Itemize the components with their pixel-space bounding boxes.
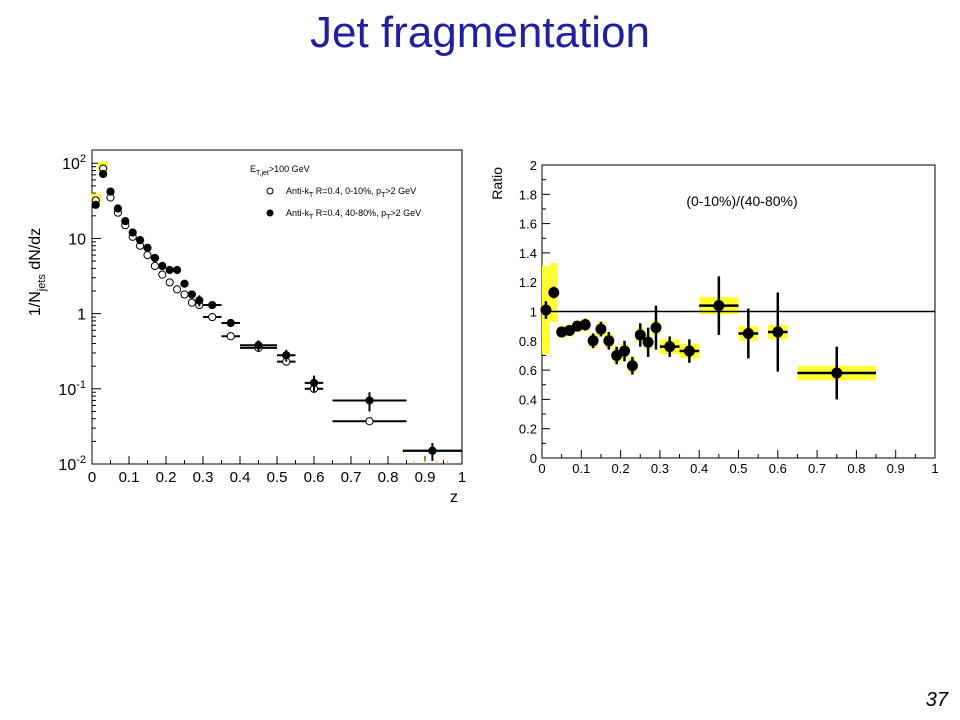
x-tick-label: 1 — [931, 461, 938, 476]
x-tick-label: 0.2 — [612, 461, 630, 476]
data-point-open — [208, 312, 217, 322]
x-tick-label: 0.7 — [808, 461, 826, 476]
x-tick-label: 0 — [88, 469, 96, 486]
data-point-filled — [428, 446, 437, 455]
legend-marker — [266, 209, 274, 217]
x-tick-label: 0.3 — [193, 469, 214, 486]
x-tick-label: 0.9 — [415, 469, 436, 486]
y-tick-label: 1.4 — [519, 246, 537, 261]
data-point — [831, 367, 843, 379]
ratio-annotation: (0-10%)/(40-80%) — [686, 193, 797, 209]
y-tick-label: 1.8 — [519, 187, 537, 202]
data-point-filled — [254, 341, 263, 350]
y-tick-label: 1 — [530, 305, 537, 320]
x-tick-label: 0.7 — [341, 469, 362, 486]
data-point-filled — [128, 228, 137, 237]
y-tick-label: 10 — [68, 231, 86, 248]
y-tick-label: 0.4 — [519, 392, 537, 407]
x-tick-label: 0.5 — [267, 469, 288, 486]
data-point-open — [165, 278, 174, 287]
data-point — [595, 323, 607, 335]
data-point — [772, 326, 784, 338]
data-point-filled — [106, 187, 115, 196]
x-tick-label: 0.4 — [230, 469, 251, 486]
y-tick-label: 0.6 — [519, 363, 537, 378]
data-point-filled — [309, 378, 319, 387]
data-point — [579, 319, 591, 331]
data-point — [642, 336, 654, 348]
y-tick-label: 102 — [62, 153, 86, 173]
data-point — [548, 286, 560, 298]
data-point-filled — [187, 290, 196, 299]
y-tick-label: 0 — [530, 451, 537, 466]
x-tick-label: 0 — [538, 461, 545, 476]
y-tick-label: 1.2 — [519, 275, 537, 290]
data-point-filled — [136, 236, 145, 245]
data-point-filled — [282, 351, 291, 360]
data-point-filled — [208, 300, 217, 310]
y-tick-label: 1 — [77, 307, 86, 324]
data-point — [683, 345, 695, 357]
slide-title: Jet fragmentation — [310, 8, 650, 57]
y-axis-label: 1/Njets dN/dz — [27, 228, 48, 316]
x-tick-label: 0.1 — [119, 469, 140, 486]
x-tick-label: 1 — [458, 469, 466, 486]
data-point — [603, 335, 615, 347]
x-tick-label: 0.1 — [572, 461, 590, 476]
y-tick-label: 1.6 — [519, 217, 537, 232]
data-point-filled — [158, 261, 167, 271]
data-point-filled — [195, 296, 204, 305]
data-point-filled — [180, 279, 189, 288]
x-tick-label: 0.6 — [769, 461, 787, 476]
data-point-filled — [150, 253, 159, 263]
data-point-filled — [99, 169, 108, 179]
data-point — [664, 341, 676, 353]
data-point-filled — [226, 318, 235, 328]
x-tick-label: 0.3 — [651, 461, 669, 476]
y-tick-label: 2 — [530, 158, 537, 173]
data-point — [742, 327, 754, 339]
y-tick-label: 0.8 — [519, 334, 537, 349]
x-tick-label: 0.2 — [156, 469, 177, 486]
y-tick-label: 10-2 — [58, 454, 86, 474]
slide-number: 37 — [925, 689, 948, 711]
legend-entry: Anti-kT R=0.4, 0-10%, pT>2 GeV — [286, 186, 416, 199]
data-point — [650, 322, 662, 334]
data-point — [619, 345, 631, 357]
data-point-filled — [365, 396, 374, 405]
x-tick-label: 0.5 — [729, 461, 747, 476]
data-point-open — [173, 285, 182, 294]
data-point — [626, 360, 638, 372]
x-tick-label: 0.8 — [378, 469, 399, 486]
data-point-open — [365, 417, 374, 426]
data-point-filled — [121, 217, 130, 226]
y-tick-label: 10-1 — [58, 379, 86, 399]
data-point-open — [226, 332, 235, 341]
data-point-filled — [91, 200, 100, 209]
data-point-open — [187, 298, 196, 307]
data-point-open — [158, 270, 167, 279]
x-axis-label: z — [450, 489, 458, 506]
data-point-filled — [143, 243, 152, 252]
x-tick-label: 0.4 — [690, 461, 708, 476]
x-tick-label: 0.6 — [304, 469, 325, 486]
data-point — [713, 300, 725, 312]
data-point-filled — [173, 265, 182, 275]
data-point — [587, 335, 599, 347]
data-point — [634, 329, 646, 341]
y-axis-label: Ratio — [489, 167, 505, 200]
legend-entry: Anti-kT R=0.4, 40-80%, pT>2 GeV — [286, 208, 421, 221]
data-point — [540, 304, 552, 316]
legend-header: ET,jet>100 GeV — [250, 164, 310, 177]
legend-marker — [266, 187, 274, 195]
y-tick-label: 0.2 — [519, 422, 537, 437]
x-tick-label: 0.9 — [887, 461, 905, 476]
data-point-filled — [113, 204, 123, 213]
x-tick-label: 0.8 — [847, 461, 865, 476]
